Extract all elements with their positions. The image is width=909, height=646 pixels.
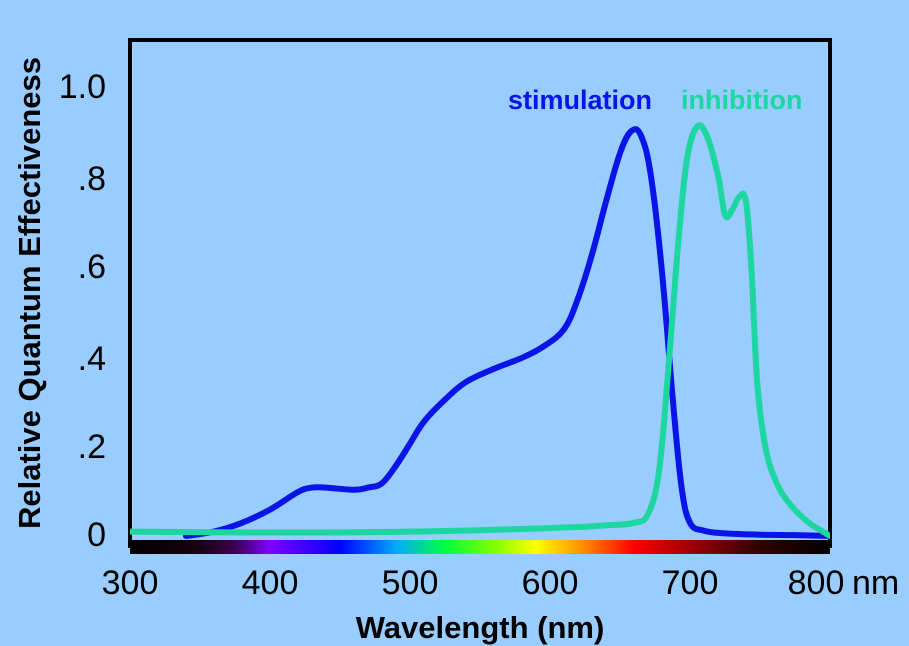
y-tick-label: 0 [87, 516, 106, 554]
legend-stimulation: stimulation [508, 85, 652, 115]
x-unit-label: nm [852, 564, 899, 602]
y-tick-label: .2 [78, 428, 106, 466]
x-tick-label: 800 [788, 564, 845, 602]
stimulation-series-line [183, 126, 830, 539]
inhibition-series-line [130, 122, 830, 539]
plot-area [128, 38, 832, 548]
x-tick-label: 300 [102, 564, 159, 602]
spectrum-bar [130, 540, 830, 554]
y-tick-label: 1.0 [59, 68, 106, 106]
x-tick-label: 400 [242, 564, 299, 602]
x-tick-label: 700 [662, 564, 719, 602]
x-tick-label: 500 [382, 564, 439, 602]
y-axis-title: Relative Quantum Effectiveness [12, 57, 47, 529]
y-tick-label: .4 [78, 340, 106, 378]
y-tick-label: .6 [78, 248, 106, 286]
x-tick-label: 600 [522, 564, 579, 602]
legend-inhibition: inhibition [681, 85, 802, 115]
x-axis-title: Wavelength (nm) [356, 610, 605, 645]
y-tick-label: .8 [78, 160, 106, 198]
